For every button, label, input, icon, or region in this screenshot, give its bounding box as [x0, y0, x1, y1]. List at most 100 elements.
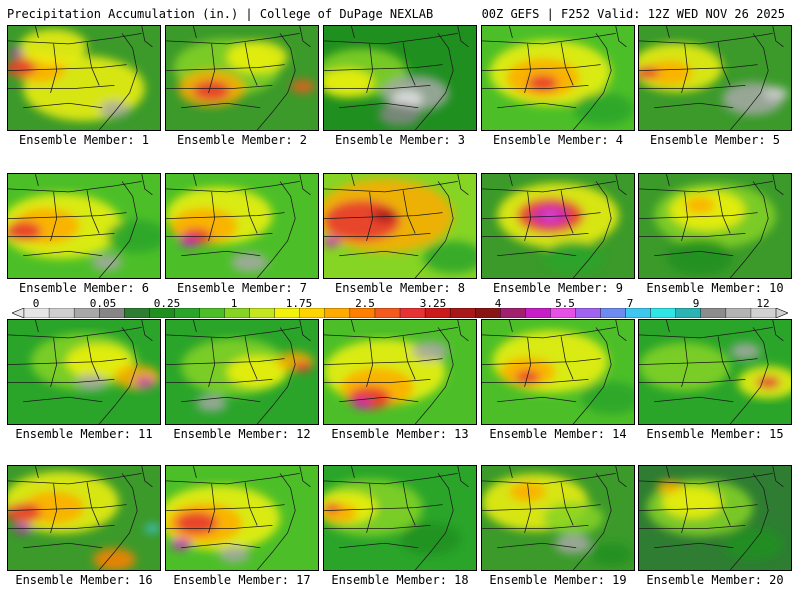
precip-area	[573, 92, 634, 126]
colorbar-segment	[500, 308, 527, 318]
boundary-line	[8, 85, 115, 89]
boundary-line	[141, 26, 153, 48]
boundary-line	[350, 466, 355, 478]
boundary-line	[639, 64, 758, 71]
precip-map	[323, 319, 477, 425]
ensemble-member-label: Ensemble Member: 6	[18, 281, 150, 295]
boundary-line	[639, 181, 773, 193]
colorbar-tick-label: 5.5	[555, 297, 575, 310]
precip-area	[646, 60, 693, 86]
precip-area	[324, 502, 341, 513]
boundary-line	[192, 174, 197, 186]
precip-area	[219, 546, 250, 563]
ensemble-member-label: Ensemble Member: 18	[331, 573, 469, 587]
boundary-line	[339, 102, 419, 109]
boundary-line	[681, 43, 689, 93]
boundary-line	[482, 181, 616, 193]
boundary-line	[208, 483, 216, 533]
boundary-line	[639, 473, 773, 485]
boundary-line	[23, 542, 103, 549]
ensemble-panel: Ensemble Member: 17	[165, 465, 319, 588]
colorbar-segment	[374, 308, 401, 318]
boundary-line	[339, 250, 419, 257]
colorbar-tick-label: 0.05	[89, 297, 117, 310]
boundary-line	[366, 483, 374, 533]
ensemble-panel: Ensemble Member: 2	[165, 25, 319, 148]
boundary-line	[324, 85, 431, 89]
boundary-line	[366, 191, 374, 241]
precip-area	[324, 236, 341, 247]
boundary-line	[457, 26, 469, 48]
colorbar-segment	[525, 308, 552, 318]
ensemble-panel: Ensemble Member: 4	[481, 25, 635, 148]
boundary-line	[639, 212, 758, 219]
boundary-line	[482, 379, 589, 383]
precip-area	[175, 511, 218, 535]
ensemble-member-label: Ensemble Member: 12	[173, 427, 311, 441]
boundary-line	[729, 327, 769, 424]
precip-area	[106, 220, 160, 253]
boundary-line	[639, 504, 758, 511]
ensemble-panel: Ensemble Member: 9	[481, 173, 635, 296]
ensemble-member-label: Ensemble Member: 3	[334, 133, 466, 147]
boundary-line	[639, 525, 746, 529]
boundary-line	[414, 33, 454, 130]
precip-map	[7, 25, 161, 131]
boundary-line	[639, 379, 746, 383]
colorbar-tick-label: 4	[494, 297, 502, 310]
colorbar-segment	[725, 308, 752, 318]
boundary-line	[639, 33, 773, 45]
boundary-line	[50, 191, 58, 241]
precip-map	[638, 465, 792, 571]
boundary-line	[729, 181, 769, 278]
boundary-line	[34, 174, 39, 186]
precip-area	[324, 68, 375, 98]
precip-area	[114, 364, 160, 390]
ensemble-member-label: Ensemble Member: 7	[176, 281, 308, 295]
boundary-line	[572, 327, 612, 424]
precip-area	[639, 66, 659, 80]
colorbar-tick-label: 9	[692, 297, 700, 310]
boundary-line	[8, 358, 127, 365]
boundary-line	[324, 64, 443, 71]
colorbar-segment	[575, 308, 602, 318]
boundary-line	[324, 327, 458, 339]
boundary-line	[508, 174, 513, 186]
colorbar-segment	[274, 308, 301, 318]
boundary-line	[457, 320, 469, 342]
precip-area	[135, 377, 154, 388]
boundary-line	[141, 466, 153, 488]
ensemble-member-label: Ensemble Member: 1	[18, 133, 150, 147]
precip-area	[554, 534, 592, 554]
precip-area	[684, 197, 715, 214]
precip-area	[542, 211, 558, 220]
precip-area	[639, 342, 731, 392]
precip-map	[165, 25, 319, 131]
precip-area	[542, 240, 604, 274]
precip-area	[580, 381, 634, 415]
colorbar-tick-label: 3.25	[419, 297, 447, 310]
boundary-line	[665, 174, 670, 186]
boundary-line	[414, 473, 454, 570]
boundary-line	[256, 181, 296, 278]
boundary-line	[8, 504, 127, 511]
boundary-line	[457, 174, 469, 196]
boundary-line	[166, 64, 285, 71]
precip-area	[290, 79, 315, 93]
colorbar-segment	[73, 308, 100, 318]
boundary-line	[98, 327, 138, 424]
boundary-line	[50, 43, 58, 93]
precipitation-colorbar	[12, 308, 788, 318]
boundary-line	[166, 33, 300, 45]
precip-area	[76, 374, 107, 391]
ensemble-panel: Ensemble Member: 6	[7, 173, 161, 296]
boundary-line	[654, 396, 734, 403]
precip-area	[589, 542, 633, 566]
ensemble-panel: Ensemble Member: 15	[638, 319, 792, 442]
boundary-line	[665, 26, 670, 38]
ensemble-panel: Ensemble Member: 8	[323, 173, 477, 296]
boundary-line	[508, 26, 513, 38]
boundary-line	[572, 33, 612, 130]
precip-area	[372, 209, 397, 223]
boundary-line	[192, 26, 197, 38]
